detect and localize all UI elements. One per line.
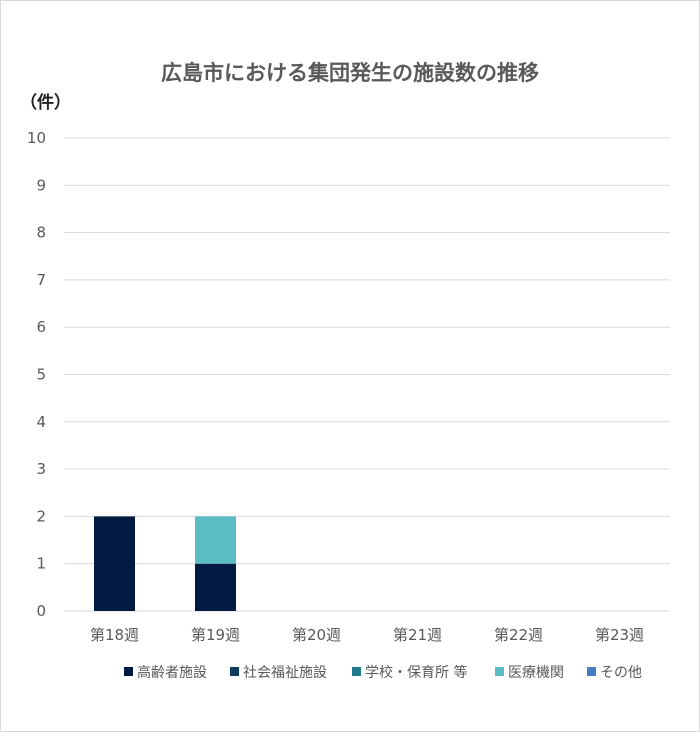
x-axis-ticks: 第18週 第19週 第20週 第21週 第22週 第23週 [90,626,644,644]
x-tick-label: 第18週 [90,626,139,644]
x-tick-label: 第22週 [494,626,543,644]
legend-label-4: その他 [600,665,642,681]
gridlines [64,137,670,612]
y-tick-label: 10 [27,129,46,147]
legend-swatch-2 [352,667,361,676]
bar-第19週-医療機関 [195,516,236,564]
y-tick-label: 9 [36,176,46,194]
bar-第19週-高齢者施設 [195,563,236,611]
y-tick-label: 1 [36,555,46,573]
y-tick-label: 4 [36,413,46,431]
y-tick-label: 2 [36,507,46,525]
legend: 高齢者施設 社会福祉施設 学校・保育所 等 医療機関 その他 [124,664,642,681]
legend-swatch-3 [495,667,504,676]
legend-swatch-0 [124,667,133,676]
legend-swatch-1 [230,667,239,676]
y-tick-label: 3 [36,460,46,478]
legend-swatch-4 [587,667,596,676]
legend-label-1: 社会福祉施設 [243,665,327,681]
y-axis-unit-label: （件） [20,92,71,113]
x-tick-label: 第23週 [595,626,644,644]
legend-label-0: 高齢者施設 [137,664,207,681]
bar-第18週-高齢者施設 [94,516,135,611]
y-tick-label: 5 [36,366,46,384]
x-tick-label: 第21週 [393,626,442,644]
x-tick-label: 第19週 [191,626,240,644]
legend-label-2: 学校・保育所 等 [365,664,467,681]
legend-label-3: 医療機関 [508,664,564,681]
y-tick-label: 6 [36,318,46,336]
y-tick-label: 7 [36,271,46,289]
y-tick-label: 8 [36,224,46,242]
x-tick-label: 第20週 [292,626,341,644]
chart-title: 広島市における集団発生の施設数の推移 [161,61,539,85]
bars [94,516,236,611]
y-axis-ticks: 0 1 2 3 4 5 6 7 8 9 10 [27,129,46,620]
y-tick-label: 0 [36,602,46,620]
